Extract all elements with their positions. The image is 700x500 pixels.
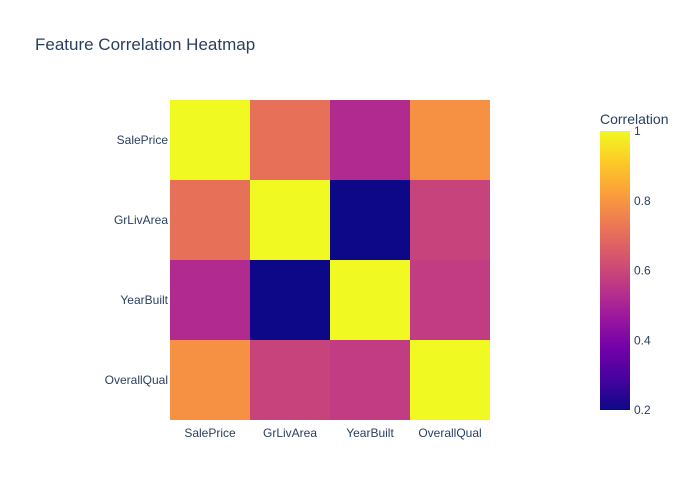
heatmap-cell-grlivarea-saleprice — [170, 180, 250, 260]
heatmap-cell-grlivarea-grlivarea — [250, 180, 330, 260]
heatmap-cell-yearbuilt-saleprice — [170, 260, 250, 340]
heatmap-cell-yearbuilt-yearbuilt — [330, 260, 410, 340]
y-axis-ticks: SalePrice GrLivArea YearBuilt OverallQual — [105, 133, 169, 387]
colorbar-ticks: 0.2 0.4 0.6 0.8 1 — [634, 124, 651, 417]
y-tick-label: YearBuilt — [120, 293, 168, 307]
colorbar-gradient — [600, 131, 630, 410]
heatmap-cell-overallqual-overallqual — [410, 340, 490, 420]
colorbar-tick-label: 0.8 — [634, 194, 651, 208]
heatmap-cell-overallqual-grlivarea — [250, 340, 330, 420]
heatmap-cell-grlivarea-yearbuilt — [330, 180, 410, 260]
heatmap-cell-grlivarea-overallqual — [410, 180, 490, 260]
heatmap-cell-overallqual-saleprice — [170, 340, 250, 420]
x-tick-label: SalePrice — [184, 426, 236, 440]
colorbar: Correlation 0.2 0.4 0.6 0.8 1 — [600, 111, 668, 417]
heatmap-cell-saleprice-saleprice — [170, 100, 250, 180]
heatmap-cell-saleprice-grlivarea — [250, 100, 330, 180]
colorbar-tick-label: 0.4 — [634, 333, 651, 347]
colorbar-tick-label: 0.2 — [634, 403, 651, 417]
x-tick-label: GrLivArea — [263, 426, 317, 440]
heatmap-cells — [170, 100, 490, 420]
y-tick-label: OverallQual — [105, 373, 168, 387]
y-tick-label: GrLivArea — [114, 213, 168, 227]
heatmap-cell-saleprice-yearbuilt — [330, 100, 410, 180]
heatmap-cell-yearbuilt-grlivarea — [250, 260, 330, 340]
chart-title: Feature Correlation Heatmap — [35, 35, 255, 54]
colorbar-tick-label: 0.6 — [634, 264, 651, 278]
colorbar-tick-label: 1 — [634, 124, 641, 138]
x-axis-ticks: SalePrice GrLivArea YearBuilt OverallQual — [184, 426, 481, 440]
x-tick-label: OverallQual — [418, 426, 481, 440]
y-tick-label: SalePrice — [117, 133, 169, 147]
x-tick-label: YearBuilt — [346, 426, 394, 440]
heatmap-cell-saleprice-overallqual — [410, 100, 490, 180]
colorbar-title: Correlation — [600, 111, 668, 127]
heatmap-cell-yearbuilt-overallqual — [410, 260, 490, 340]
heatmap-cell-overallqual-yearbuilt — [330, 340, 410, 420]
